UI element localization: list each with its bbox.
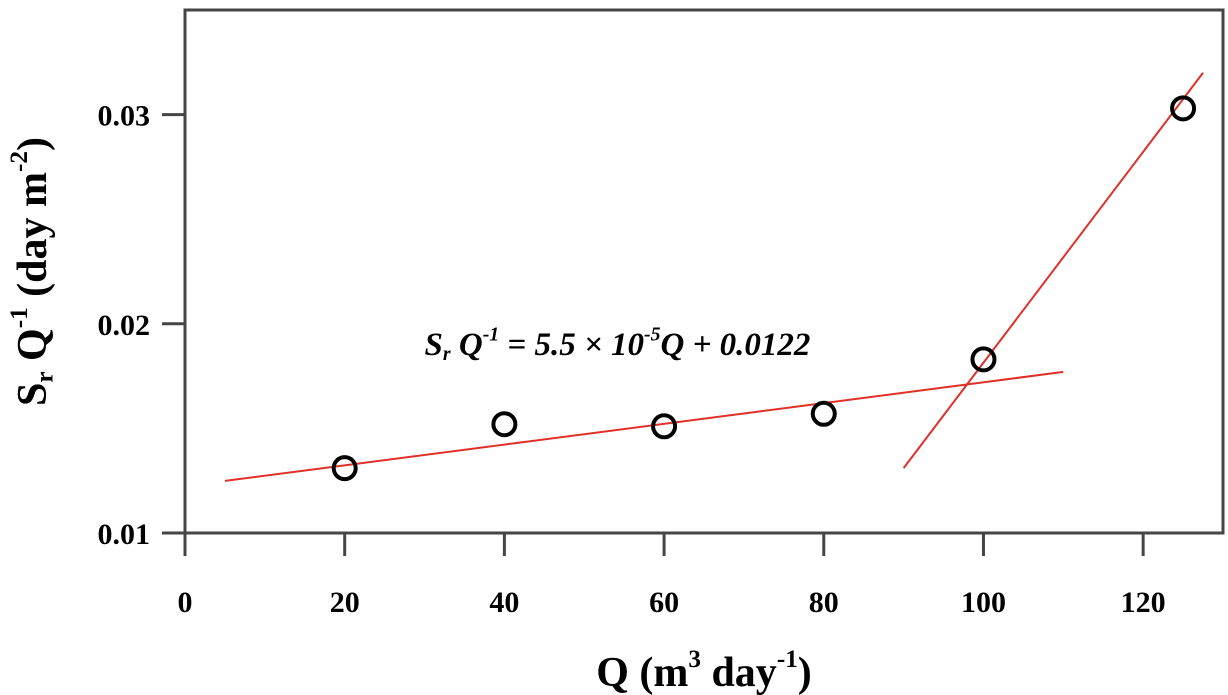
- x-axis-title: Q (m3 day-1): [596, 646, 812, 695]
- rich-text-sup: 3: [688, 646, 701, 673]
- rich-text-run: Q (m: [596, 650, 688, 695]
- rich-text-run: (day m: [10, 172, 56, 307]
- y-axis-title: Sr Q-1 (day m-2): [6, 137, 58, 406]
- rich-text-run: S: [425, 327, 443, 363]
- y-tick-label: 0.02: [98, 309, 151, 342]
- rich-text-run: Q: [10, 328, 56, 371]
- rich-text-run: S: [10, 383, 56, 406]
- data-point: [491, 411, 518, 438]
- rich-text-run: ): [798, 650, 812, 695]
- x-tick-label: 40: [489, 586, 519, 619]
- y-tick-label: 0.01: [98, 518, 151, 551]
- regression-equation: Sr Q-1 = 5.5 × 10-5Q + 0.0122: [425, 323, 811, 365]
- x-axis-layer: 0 20 40 60 80 100 120: [178, 533, 1166, 619]
- rich-text-sup: -1: [483, 323, 499, 345]
- annotation-layer: Sr Q-1 = 5.5 × 10-5Q + 0.0122: [425, 323, 811, 365]
- data-point: [331, 455, 358, 482]
- fit-lines-layer: [224, 72, 1204, 482]
- plot-frame-layer: [183, 8, 1225, 535]
- axis-titles-layer: Q (m3 day-1)Sr Q-1 (day m-2): [6, 137, 812, 695]
- data-point: [651, 413, 678, 440]
- rich-text-sup: -2: [6, 151, 33, 172]
- rich-text-run: Q + 0.0122: [661, 327, 811, 363]
- rich-text-sup: -1: [6, 307, 33, 328]
- y-axis-layer: 0.01 0.02 0.03: [98, 100, 185, 551]
- rich-text-sub: r: [443, 343, 451, 365]
- rich-text-run: day: [701, 650, 777, 695]
- x-tick-label: 20: [330, 586, 360, 619]
- x-tick-label: 0: [178, 586, 193, 619]
- linear-fit-low-flow-line: [224, 370, 1064, 482]
- x-tick-label: 100: [961, 586, 1006, 619]
- rich-text-run: = 5.5 × 10: [499, 327, 644, 363]
- rich-text-sup: -5: [644, 323, 661, 345]
- data-point: [970, 346, 997, 373]
- steep-fit-high-flow-line: [902, 72, 1204, 469]
- data-point: [1170, 95, 1197, 122]
- rich-text-run: Q: [451, 327, 483, 363]
- y-tick-label: 0.03: [98, 100, 151, 133]
- rich-text-sub: r: [31, 371, 58, 382]
- x-tick-label: 60: [649, 586, 679, 619]
- data-point: [810, 400, 837, 427]
- x-tick-label: 80: [809, 586, 839, 619]
- data-points-layer: [331, 95, 1197, 482]
- plot-frame: [183, 8, 1225, 535]
- rich-text-sup: -1: [777, 646, 798, 673]
- rich-text-run: ): [10, 137, 56, 151]
- x-tick-label: 120: [1121, 586, 1166, 619]
